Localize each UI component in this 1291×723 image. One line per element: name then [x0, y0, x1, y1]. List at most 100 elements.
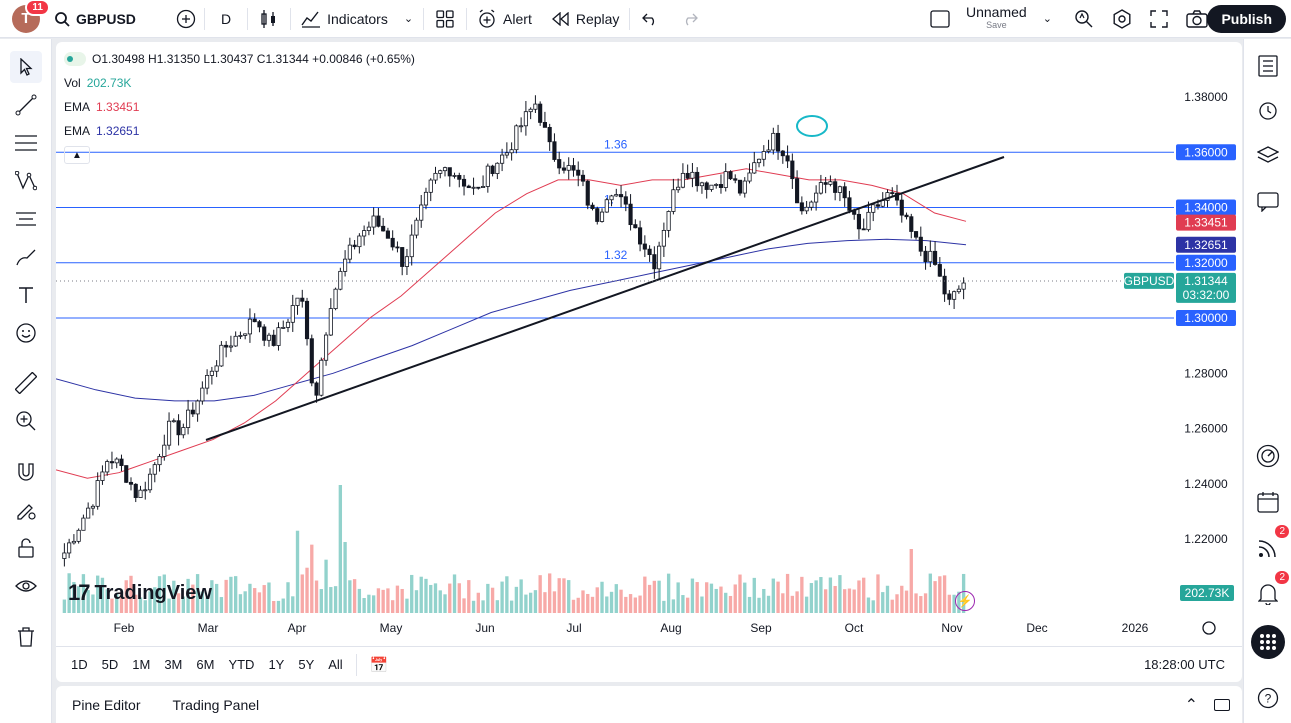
indicators-button[interactable]: Indicators ⌄ [291, 0, 423, 38]
tab-pine-editor[interactable]: Pine Editor [72, 696, 141, 713]
fib-tool[interactable] [10, 127, 42, 159]
brush-tool[interactable] [10, 241, 42, 273]
notifications-button[interactable]: 2 [1251, 571, 1289, 611]
layouts-button[interactable] [424, 0, 466, 38]
user-avatar[interactable]: T 11 [12, 0, 50, 33]
timeframe-1m[interactable]: 1M [132, 657, 151, 672]
timeframe-ytd[interactable]: YTD [228, 657, 255, 672]
settings-button[interactable] [1104, 0, 1140, 38]
timeframe-6m[interactable]: 6M [196, 657, 215, 672]
drawing-mode-tool[interactable] [10, 494, 42, 526]
candle-body [828, 181, 833, 185]
timeframe-1d[interactable]: 1D [71, 657, 88, 672]
publish-button[interactable]: Publish [1207, 5, 1286, 33]
layout-name-button[interactable]: Unnamed Save ⌄ [926, 0, 1056, 38]
tradingview-logo[interactable]: 17 TradingView [68, 580, 212, 606]
forecast-tool[interactable] [10, 203, 42, 235]
chart-type-button[interactable] [248, 0, 290, 38]
redo-button[interactable] [670, 0, 710, 38]
symbol-name: GBPUSD [76, 10, 136, 27]
tab-trading-panel[interactable]: Trading Panel [172, 696, 260, 713]
interval-button[interactable]: D [205, 0, 247, 38]
alert-button[interactable]: Alert [467, 0, 542, 38]
magnet-icon [18, 463, 34, 481]
zoom-tool[interactable] [10, 405, 42, 437]
candle-body [95, 480, 100, 507]
volume-bar [619, 589, 623, 613]
timeframe-buttons: 1D 5D 1M 3M 6M YTD 1Y 5Y All [64, 657, 350, 672]
price-chart[interactable]: 1.361.1.32 1.220001.240001.260001.280001… [56, 42, 1242, 646]
lock-tool[interactable] [10, 532, 42, 564]
vol-legend[interactable]: Vol 202.73K [64, 76, 131, 90]
watchlist-button[interactable] [1251, 49, 1285, 83]
volume-tag [1180, 585, 1234, 601]
apps-button[interactable] [1251, 625, 1285, 659]
text-tool[interactable] [10, 279, 42, 311]
magnet-tool[interactable] [10, 456, 42, 488]
maximize-panel-icon[interactable] [1214, 698, 1230, 711]
layout-name-block: Unnamed Save [966, 5, 1027, 32]
candle-body [252, 318, 257, 323]
replay-button[interactable]: Replay [542, 0, 630, 38]
volume-bar [376, 588, 381, 613]
help-button[interactable]: ? [1251, 681, 1285, 715]
chevron-up-icon[interactable]: ⌃ [1184, 696, 1198, 714]
candles [62, 95, 966, 567]
compare-button[interactable] [168, 0, 204, 38]
price-scale[interactable]: 1.22000 1.24000 1.26000 1.28000 1.30000 1.320… [1124, 90, 1236, 601]
trend-line-tool[interactable] [10, 89, 42, 121]
date-range-icon[interactable]: 📅 [369, 656, 389, 674]
timeframe-3m[interactable]: 3M [164, 657, 183, 672]
collapse-legend-button[interactable]: ▲ [64, 146, 90, 164]
calendar-button[interactable] [1251, 485, 1285, 519]
candle-body [671, 189, 676, 212]
candle-body [528, 108, 533, 113]
remove-drawings-tool[interactable] [10, 621, 42, 653]
chevron-down-icon[interactable]: ⌄ [403, 13, 414, 25]
ema1-legend[interactable]: EMA 1.33451 [64, 100, 139, 114]
undo-button[interactable] [630, 0, 670, 38]
pencil-lock-icon [17, 504, 36, 520]
plus-circle-icon [176, 9, 196, 28]
symbol-search[interactable]: GBPUSD [46, 0, 168, 38]
object-tree-button[interactable] [1251, 139, 1285, 173]
volume-bar [200, 591, 205, 613]
chats-button[interactable] [1251, 185, 1285, 219]
notification-badge: 11 [25, 0, 50, 16]
technicals-button[interactable] [1251, 439, 1285, 473]
trend-line[interactable] [205, 156, 1005, 441]
time-tick-label: Mar [198, 621, 219, 635]
visibility-tool[interactable] [10, 570, 42, 602]
alerts-clock-button[interactable] [1251, 93, 1285, 127]
measure-tool[interactable] [10, 367, 42, 399]
fullscreen-button[interactable] [1142, 0, 1176, 38]
snapshot-button[interactable] [1178, 0, 1216, 38]
cursor-tool[interactable] [10, 51, 42, 83]
scale-settings-icon[interactable] [1202, 621, 1216, 635]
timeframe-5d[interactable]: 5D [101, 657, 119, 672]
pattern-tool[interactable] [10, 165, 42, 197]
lightning-icon[interactable]: ⚡ [955, 591, 975, 611]
volume-bar [643, 576, 647, 613]
bell-icon [1258, 584, 1278, 605]
chart-pane[interactable]: 1.36 1. 1.32 1.22000 1.24000 1.26000 1.28000 1… [56, 42, 1242, 682]
timeframe-all[interactable]: All [328, 657, 343, 672]
timeframe-5y[interactable]: 5Y [298, 657, 315, 672]
chevron-down-icon[interactable]: ⌄ [1042, 13, 1052, 25]
time-scale[interactable]: Feb Mar Apr May Jun Jul Aug Sep Oct Nov Dec 2026 [114, 621, 1216, 635]
volume-bar [781, 593, 785, 613]
emoji-tool[interactable] [10, 317, 42, 349]
volume-bar [243, 591, 247, 613]
utc-clock[interactable]: 18:28:00 UTC [1144, 657, 1225, 672]
highlight-circle[interactable] [796, 115, 828, 137]
volume-bar [471, 600, 476, 613]
ema2-legend[interactable]: EMA 1.32651 [64, 124, 139, 138]
quick-search-button[interactable] [1066, 0, 1102, 38]
volume-bar [890, 599, 894, 613]
volume-bar [191, 584, 195, 613]
volume-bar [72, 582, 76, 613]
candle-body [609, 195, 614, 201]
timeframe-1y[interactable]: 1Y [268, 657, 285, 672]
bottom-panel: Pine Editor Trading Panel ⌃ [56, 686, 1242, 723]
news-feed-button[interactable]: 2 [1251, 525, 1289, 565]
